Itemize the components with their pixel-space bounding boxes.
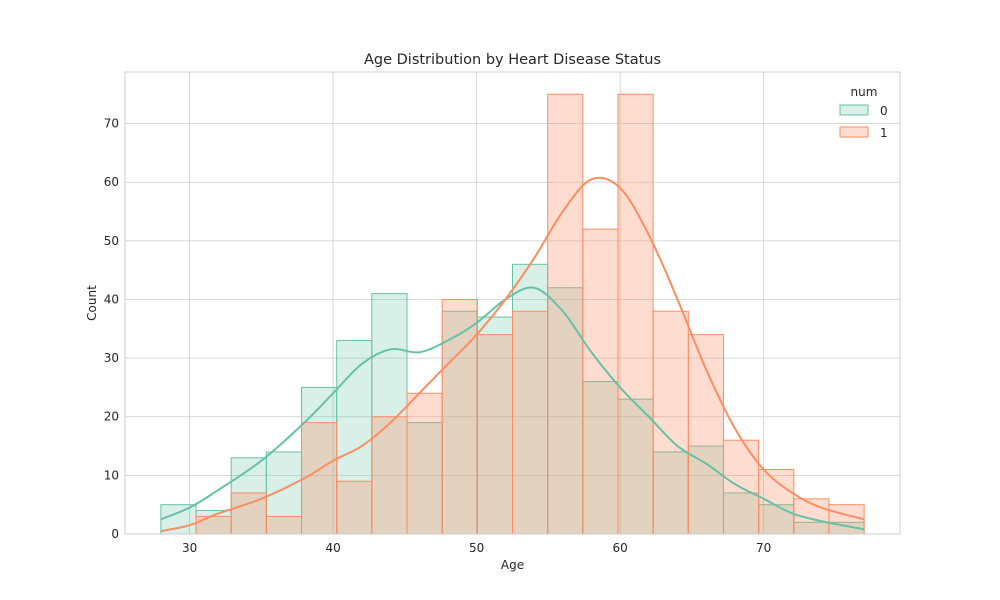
x-tick-label: 40 xyxy=(325,541,340,555)
x-tick-label: 50 xyxy=(469,541,484,555)
kde-layer xyxy=(160,176,865,533)
y-tick-label: 50 xyxy=(104,234,119,248)
y-tick-label: 20 xyxy=(104,410,119,424)
plot-frame xyxy=(124,71,901,535)
histogram-layer xyxy=(160,93,865,535)
y-tick-label: 0 xyxy=(111,527,119,541)
legend-label-1: 1 xyxy=(880,126,888,140)
legend-label-0: 0 xyxy=(880,104,888,118)
y-tick-label: 60 xyxy=(104,175,119,189)
legend: num 0 1 xyxy=(839,85,888,140)
y-tick-label: 40 xyxy=(104,292,119,306)
x-tick-label: 70 xyxy=(756,541,771,555)
x-axis-label: Age xyxy=(501,558,524,572)
kde-line-series-0 xyxy=(160,286,865,531)
x-tick-label: 60 xyxy=(612,541,627,555)
legend-swatch-1 xyxy=(839,126,869,138)
tick-labels: 30 40 50 60 70 0 10 20 30 40 50 60 70 xyxy=(104,117,772,555)
y-tick-label: 70 xyxy=(104,117,119,131)
y-tick-label: 10 xyxy=(104,468,119,482)
y-axis-label: Count xyxy=(85,285,99,321)
legend-swatch-0 xyxy=(839,104,869,116)
y-tick-label: 30 xyxy=(104,351,119,365)
legend-title: num xyxy=(851,85,878,99)
chart-title: Age Distribution by Heart Disease Status xyxy=(364,52,661,68)
kde-line-series-1 xyxy=(160,176,865,533)
x-tick-label: 30 xyxy=(182,541,197,555)
